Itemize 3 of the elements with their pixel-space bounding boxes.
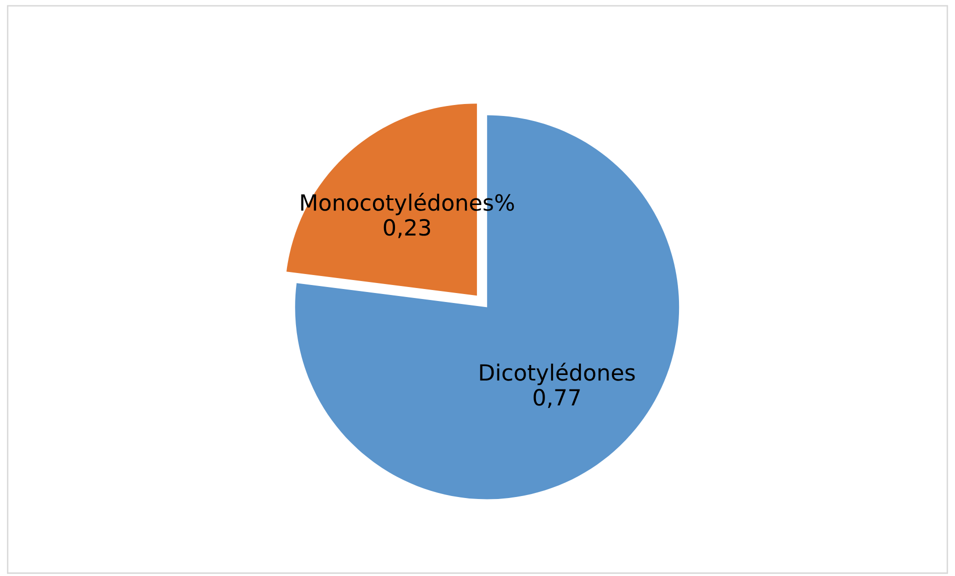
slice-label: Dicotylédones <box>480 362 635 386</box>
data-label: 0,77 <box>534 388 580 408</box>
data-label: 0,23 <box>384 218 430 238</box>
